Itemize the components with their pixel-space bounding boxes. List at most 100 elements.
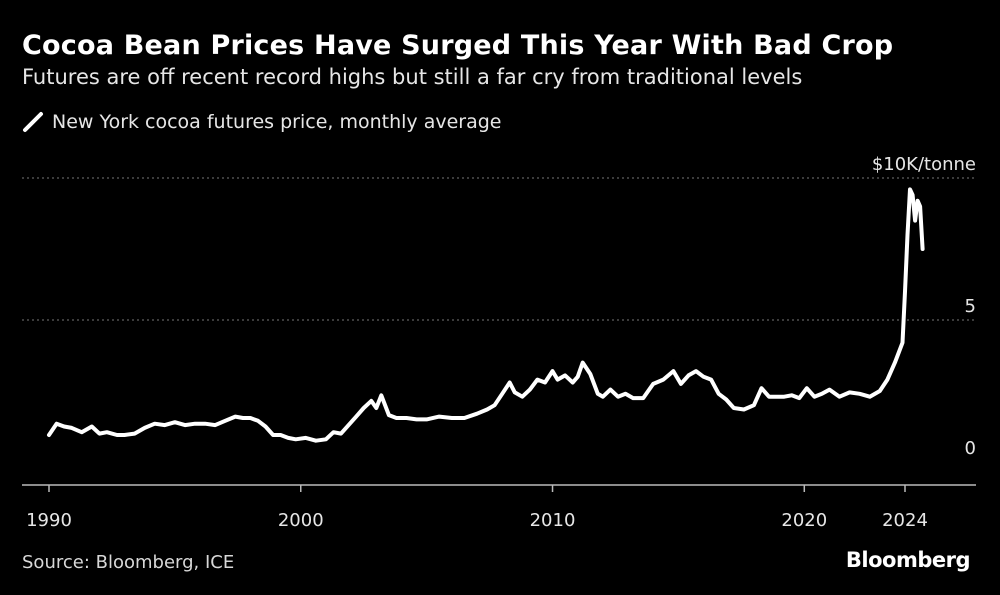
data-point — [116, 434, 118, 436]
data-point — [602, 395, 604, 398]
data-point — [242, 417, 244, 419]
data-point — [375, 407, 378, 409]
data-point — [501, 393, 503, 395]
data-point — [63, 425, 65, 428]
data-point — [702, 376, 705, 378]
data-point — [463, 417, 466, 419]
data-point — [858, 393, 861, 395]
data-point — [544, 381, 546, 384]
data-point — [164, 424, 166, 426]
legend: New York cocoa futures price, monthly av… — [22, 111, 502, 133]
data-point — [184, 424, 186, 426]
data-point — [632, 397, 634, 399]
brand-logo: Bloomberg — [845, 548, 971, 572]
x-tick-label: 1990 — [26, 510, 72, 531]
data-point — [551, 370, 554, 372]
data-point — [609, 388, 612, 391]
data-point — [868, 395, 871, 398]
data-point — [821, 393, 823, 395]
data-point — [55, 422, 58, 425]
data-point — [325, 438, 327, 441]
data-point — [272, 434, 274, 436]
data-point — [174, 421, 176, 424]
data-point — [80, 431, 83, 433]
data-point — [355, 415, 357, 418]
source-note: Source: Bloomberg, ICE — [22, 552, 235, 573]
data-point — [652, 383, 655, 385]
data-point — [919, 205, 921, 208]
data-point — [234, 415, 237, 418]
data-point — [642, 397, 644, 399]
y-tick-label: 5 — [965, 296, 976, 317]
data-point — [581, 361, 584, 364]
data-point — [672, 370, 675, 372]
data-point — [536, 378, 539, 381]
series-layer — [47, 187, 925, 443]
data-point — [617, 395, 619, 398]
data-point — [806, 387, 808, 389]
y-tick-label: $10K/tonne — [872, 154, 976, 175]
data-point — [249, 417, 252, 419]
data-point — [717, 393, 720, 395]
y-axis-ticks: $10K/tonne 5 0 — [872, 154, 976, 459]
data-point — [294, 438, 297, 441]
data-point — [906, 234, 909, 236]
data-point — [204, 422, 206, 425]
data-point — [476, 412, 478, 415]
data-point — [315, 439, 317, 442]
data-point — [680, 383, 682, 385]
data-point — [914, 219, 916, 222]
data-point — [224, 420, 227, 422]
data-point — [768, 395, 770, 398]
data-point — [760, 387, 763, 389]
data-point — [508, 381, 511, 384]
data-point — [725, 398, 728, 401]
data-point — [123, 434, 126, 436]
x-tick-label: 2024 — [882, 510, 928, 531]
data-point — [529, 388, 531, 391]
x-tick-label: 2020 — [781, 510, 827, 531]
series-line-0 — [47, 187, 925, 443]
data-point — [916, 199, 919, 202]
data-point — [370, 400, 373, 402]
data-point — [194, 422, 196, 425]
data-point — [486, 408, 488, 411]
data-point — [783, 395, 785, 398]
data-point — [405, 417, 408, 419]
chart-title: Cocoa Bean Prices Have Surged This Year … — [22, 30, 894, 61]
data-point — [143, 427, 146, 429]
data-point — [287, 437, 289, 439]
data-point — [133, 432, 136, 435]
data-point — [662, 378, 665, 381]
data-point — [380, 394, 383, 397]
data-point — [624, 393, 627, 395]
data-point — [91, 425, 93, 428]
data-point — [564, 374, 566, 377]
data-point — [848, 391, 851, 394]
data-point — [153, 422, 156, 425]
data-point — [340, 432, 342, 435]
data-point — [70, 427, 73, 429]
data-point — [347, 424, 350, 426]
legend-label: New York cocoa futures price, monthly av… — [52, 111, 502, 133]
data-point — [305, 437, 307, 439]
data-point — [813, 395, 816, 398]
data-point — [921, 248, 924, 250]
data-point — [790, 394, 793, 397]
x-tick-label: 2000 — [278, 510, 324, 531]
line-swatch-icon — [23, 112, 43, 132]
data-point — [556, 378, 559, 381]
data-point — [901, 341, 904, 344]
gridlines — [22, 177, 976, 321]
data-point — [911, 194, 914, 196]
data-point — [106, 431, 108, 433]
data-point — [879, 390, 881, 392]
data-point — [332, 431, 335, 433]
data-point — [733, 407, 735, 409]
data-point — [388, 414, 390, 416]
data-point — [798, 397, 801, 399]
data-point — [279, 434, 282, 436]
data-point — [257, 420, 259, 422]
data-point — [571, 381, 574, 384]
data-point — [687, 374, 690, 377]
